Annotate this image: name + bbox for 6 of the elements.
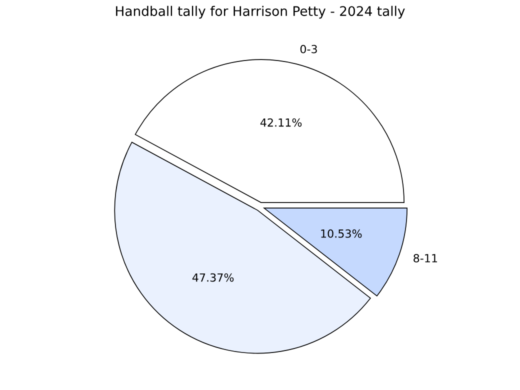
data-label: 42.11%: [260, 118, 302, 127]
data-label: 10.53%: [321, 229, 362, 238]
data-label: 47.37%: [192, 273, 234, 282]
slice-label: 0-3: [300, 44, 317, 54]
slice-label: 8-11: [414, 254, 438, 262]
chart-title: Handball tally for Harrison Petty - 2024 tally: [116, 6, 405, 19]
